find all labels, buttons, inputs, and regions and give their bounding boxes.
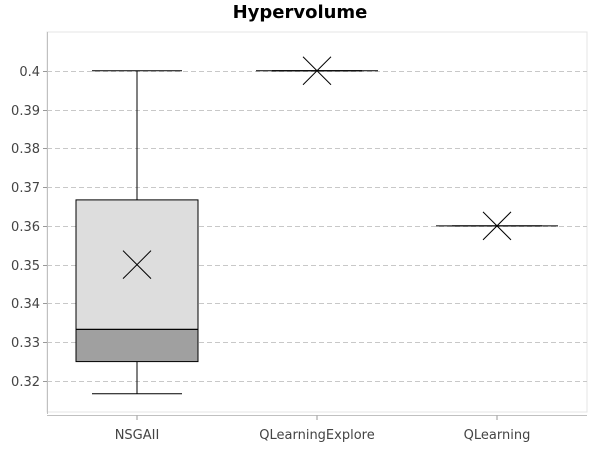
y-tick-label: 0.39: [11, 104, 40, 119]
box-lower-quartile: [75, 328, 199, 363]
box-mean-marker: [482, 211, 512, 241]
chart-title: Hypervolume: [232, 2, 368, 23]
x-tick-label: QLearning: [464, 428, 531, 443]
y-tick-label: 0.33: [11, 336, 40, 351]
x-tick-label: NSGAII: [115, 428, 160, 443]
y-tick-label: 0.36: [11, 220, 40, 235]
box-mean-marker: [122, 250, 152, 280]
y-tick-label: 0.38: [11, 142, 40, 157]
y-tick-label: 0.34: [11, 297, 40, 312]
y-tick-label: 0.35: [11, 259, 40, 274]
y-tick-label: 0.4: [19, 65, 40, 80]
x-tick-label: QLearningExplore: [259, 428, 374, 443]
box-mean-marker: [302, 56, 332, 86]
y-tick-label: 0.37: [11, 181, 40, 196]
y-tick-label: 0.32: [11, 375, 40, 390]
